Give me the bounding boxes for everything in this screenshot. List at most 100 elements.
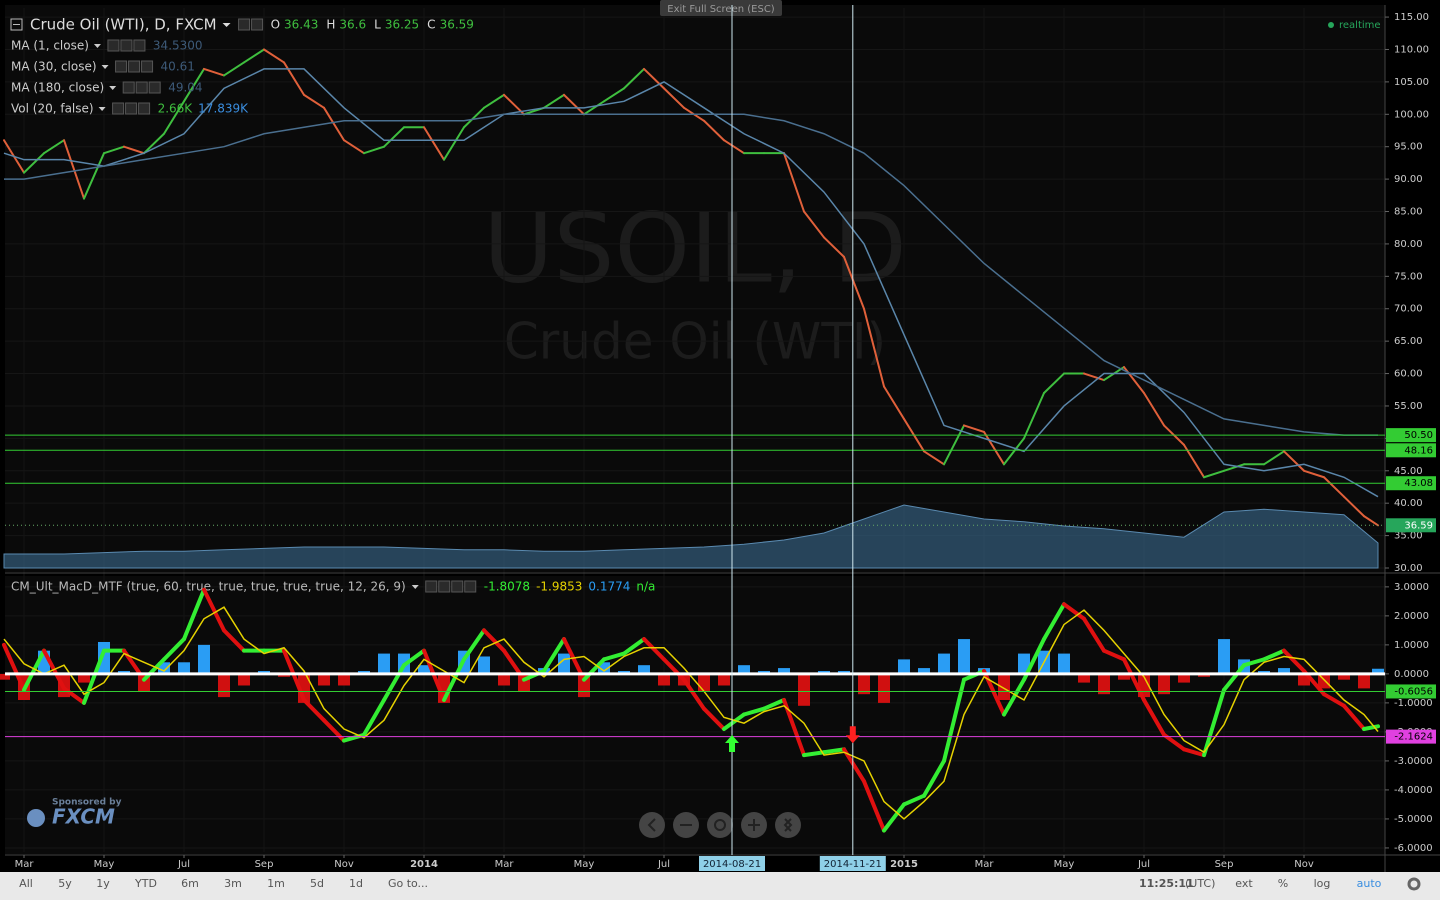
histogram-bar [238,673,250,686]
series-segment [542,637,566,673]
legend-icon[interactable] [112,102,125,115]
series-segment [482,628,506,653]
range-button[interactable]: YTD [134,877,157,890]
y-tick-label: 35.00 [1394,531,1423,542]
watermark-symbol: USOIL, D [483,192,907,304]
legend-icon[interactable] [133,39,146,52]
settings-button[interactable] [1407,877,1421,891]
realtime-dot [1328,22,1334,28]
indicator-icon[interactable] [425,580,438,593]
histogram-bar [0,673,10,680]
option-button[interactable]: ext [1235,877,1253,890]
series-segment [1342,703,1366,732]
legend-icon[interactable] [135,81,148,94]
series-segment [123,145,145,155]
histogram-bar [478,656,490,674]
range-button[interactable]: 1d [349,877,363,890]
legend-icon[interactable] [107,39,120,52]
histogram-bar [718,673,730,686]
legend-icon[interactable] [115,60,128,73]
y-tick-label: 3.0000 [1394,582,1429,593]
series-segment [783,152,805,213]
range-button[interactable]: 5d [310,877,324,890]
series-segment [702,706,726,732]
level-tag [1386,729,1436,744]
collapse-button[interactable] [10,18,23,31]
series-segment [1082,616,1106,653]
y-tick-label: -4.0000 [1394,785,1433,796]
series-segment [602,651,626,662]
legend-caret[interactable] [93,44,101,48]
legend-icon[interactable] [125,102,138,115]
scroll-right-button[interactable] [775,812,801,838]
series-segment [483,93,505,109]
reset-button[interactable] [707,812,733,838]
title-icon[interactable] [251,18,264,31]
legend-caret[interactable] [101,65,109,69]
exit-fullscreen-label[interactable]: Exit Full Screen (ESC) [667,4,775,15]
legend-icon[interactable] [141,60,154,73]
exit-fullscreen-button[interactable] [660,0,782,16]
legend-icon[interactable] [128,60,141,73]
price-pane [5,5,1385,572]
legend-icon[interactable] [138,102,151,115]
indicator-status: n/a [636,580,655,594]
indicator-icon[interactable] [451,580,464,593]
range-button[interactable]: 3m [224,877,242,890]
series-segment [902,793,926,807]
series-segment [223,61,245,77]
histogram-bar [738,665,750,674]
range-button[interactable]: All [19,877,33,890]
series-segment [1182,747,1206,758]
histogram-bar [598,662,610,674]
indicator-caret[interactable] [411,585,419,589]
series-segment [802,750,826,758]
histogram-bar [658,673,670,686]
legend-caret[interactable] [109,86,117,90]
series-segment [1162,732,1186,752]
y-tick-label: 100.00 [1394,109,1429,120]
level-tag [1386,428,1436,443]
legend-icon[interactable] [122,81,135,94]
x-tick-label: 2015 [890,859,918,870]
range-button[interactable]: Go to... [388,877,428,890]
histogram-bar [1358,673,1370,689]
legend-icon[interactable] [148,81,161,94]
series-segment [662,657,686,682]
title-caret[interactable] [222,23,231,27]
x-tick-label: Sep [255,859,274,870]
marker-label: 2014-08-21 [703,859,761,870]
histogram-bar [1058,653,1070,674]
option-button[interactable]: % [1278,877,1288,890]
y-tick-label: 60.00 [1394,369,1423,380]
series-segment [1223,463,1245,472]
option-button[interactable]: log [1314,877,1331,890]
y-tick-label: 80.00 [1394,239,1423,250]
range-button[interactable]: 1y [96,877,110,890]
histogram-bar [1158,673,1170,695]
level-tag-label: 43.08 [1404,478,1433,489]
indicator-icon[interactable] [464,580,477,593]
range-button[interactable]: 5y [58,877,72,890]
title-icon[interactable] [238,18,251,31]
legend-icon[interactable] [120,39,133,52]
series-segment [1242,657,1266,668]
sponsor-label: Sponsored by [52,798,122,808]
realtime-label: realtime [1339,20,1381,31]
indicator-icon[interactable] [438,580,451,593]
range-button[interactable]: 1m [267,877,285,890]
option-button[interactable]: auto [1357,877,1382,890]
series-segment [142,657,166,682]
y-tick-label: 1.0000 [1394,640,1429,651]
series-segment [722,712,746,732]
series-segment [622,637,646,656]
series-segment [942,677,966,763]
scroll-left-button[interactable] [639,812,665,838]
series-segment [623,67,645,90]
legend-value: 34.5300 [153,39,203,53]
legend-caret[interactable] [98,107,106,111]
range-button[interactable]: 6m [181,877,199,890]
series-segment [1142,697,1166,737]
series-segment [663,87,685,109]
legend-value: 49.04 [168,81,202,95]
